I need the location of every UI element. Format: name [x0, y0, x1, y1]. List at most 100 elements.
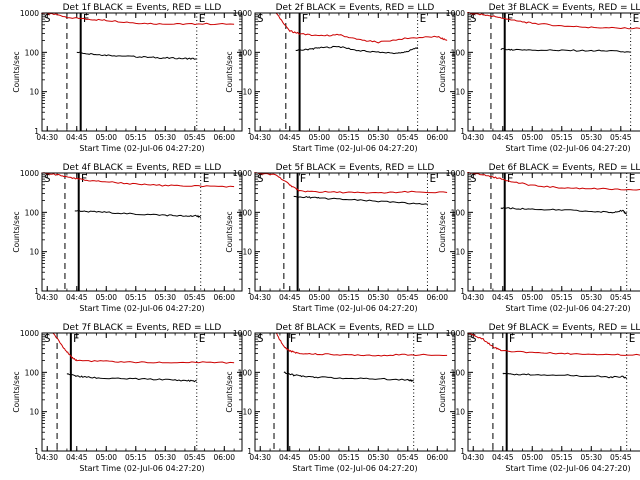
events-series-line [66, 373, 197, 383]
plot-frame [41, 332, 243, 452]
y-tick-label: 1 [34, 127, 39, 136]
marker-label: F [73, 332, 80, 345]
y-tick-label: 1 [247, 127, 252, 136]
panel-title: Det 1f BLACK = Events, RED = LLD [63, 3, 222, 13]
x-tick-label: 05:45 [610, 293, 632, 302]
x-tick-label: 04:45 [66, 133, 88, 142]
lld-series-line [467, 12, 640, 30]
marker-label: F [81, 172, 88, 185]
lld-series-line [52, 332, 235, 364]
x-tick-label: 05:15 [125, 453, 147, 462]
y-tick-label: 1000 [20, 9, 39, 18]
x-tick-label: 05:00 [521, 453, 543, 462]
detector-panel: Det 1f BLACK = Events, RED = LLD Counts/s… [12, 3, 243, 153]
x-tick-label: 05:45 [184, 453, 206, 462]
panel-title: Det 3f BLACK = Events, RED = LLD [489, 3, 640, 13]
x-tick-label: 04:45 [492, 293, 514, 302]
y-axis-label: Counts/sec [438, 211, 447, 252]
x-tick-label: 06:00 [213, 133, 235, 142]
marker-label: S [470, 332, 477, 345]
y-tick-label: 1 [247, 287, 252, 296]
y-axis-label: Counts/sec [12, 211, 21, 252]
x-tick-label: 05:45 [610, 133, 632, 142]
y-axis-label: Counts/sec [12, 51, 21, 92]
x-tick-label: 05:15 [338, 133, 360, 142]
marker-label: S [257, 12, 264, 25]
y-axis-label: Counts/sec [225, 371, 234, 412]
panel-title: Det 6f BLACK = Events, RED = LLD [489, 163, 640, 173]
y-tick-label: 1 [247, 447, 252, 456]
x-tick-label: 05:30 [367, 453, 389, 462]
marker-label: E [199, 12, 206, 25]
y-tick-label: 100 [25, 48, 40, 57]
plot-frame [254, 12, 456, 132]
y-tick-label: 1000 [233, 169, 252, 178]
marker-label: F [290, 332, 297, 345]
y-tick-label: 100 [451, 368, 466, 377]
marker-label: S [44, 12, 51, 25]
marker-label: E [633, 12, 640, 25]
detector-panel: Det 7f BLACK = Events, RED = LLD Counts/s… [12, 323, 243, 473]
marker-label: F [507, 172, 514, 185]
x-tick-label: 04:30 [462, 293, 484, 302]
y-tick-label: 10 [29, 408, 39, 417]
panel-title: Det 4f BLACK = Events, RED = LLD [63, 163, 222, 173]
x-axis-label: Start Time (02-Jul-06 04:27:20) [79, 304, 204, 313]
x-tick-label: 06:00 [426, 453, 448, 462]
panel-title: Det 7f BLACK = Events, RED = LLD [63, 323, 222, 333]
lld-series-line [41, 172, 235, 188]
x-tick-label: 05:15 [338, 453, 360, 462]
y-tick-label: 1000 [446, 329, 465, 338]
plot-frame [254, 172, 456, 292]
x-tick-label: 06:00 [213, 453, 235, 462]
x-tick-label: 05:30 [367, 293, 389, 302]
y-tick-label: 10 [455, 408, 465, 417]
x-tick-label: 05:30 [367, 133, 389, 142]
y-tick-label: 100 [238, 48, 253, 57]
x-tick-label: 05:15 [551, 133, 573, 142]
detector-panel: Det 4f BLACK = Events, RED = LLD Counts/s… [12, 163, 243, 313]
x-tick-label: 06:00 [213, 293, 235, 302]
events-series-line [76, 51, 197, 60]
x-tick-label: 05:15 [125, 133, 147, 142]
x-tick-label: 05:15 [338, 293, 360, 302]
lld-series-line [467, 172, 640, 191]
y-tick-label: 1000 [20, 329, 39, 338]
detector-panel: Det 6f BLACK = Events, RED = LLD Counts/s… [438, 163, 640, 313]
x-axis-label: Start Time (02-Jul-06 04:27:20) [79, 144, 204, 153]
x-tick-label: 05:00 [308, 453, 330, 462]
detector-panel: Det 5f BLACK = Events, RED = LLD Counts/s… [225, 163, 456, 313]
lld-series-line [275, 332, 448, 357]
x-axis-label: Start Time (02-Jul-06 04:27:20) [292, 464, 417, 473]
x-tick-label: 04:30 [36, 293, 58, 302]
lld-series-line [41, 12, 235, 26]
events-series-line [502, 372, 627, 379]
y-tick-label: 10 [455, 248, 465, 257]
x-tick-label: 05:45 [610, 453, 632, 462]
y-tick-label: 100 [451, 208, 466, 217]
y-tick-label: 100 [238, 208, 253, 217]
x-tick-label: 05:45 [397, 133, 419, 142]
x-tick-label: 04:45 [492, 453, 514, 462]
x-tick-label: 05:15 [125, 293, 147, 302]
marker-label: S [470, 172, 477, 185]
x-tick-label: 05:30 [580, 453, 602, 462]
events-series-line [500, 48, 631, 53]
lld-series-line [254, 172, 448, 194]
marker-label: F [302, 12, 309, 25]
marker-label: F [507, 12, 514, 25]
y-tick-label: 100 [451, 48, 466, 57]
detector-panel: Det 9f BLACK = Events, RED = LLD Counts/s… [438, 323, 640, 473]
marker-label: F [509, 332, 516, 345]
x-tick-label: 05:00 [521, 293, 543, 302]
panel-title: Det 8f BLACK = Events, RED = LLD [276, 323, 435, 333]
y-tick-label: 1000 [233, 9, 252, 18]
y-axis-label: Counts/sec [438, 371, 447, 412]
marker-label: E [429, 172, 436, 185]
x-tick-label: 05:45 [184, 133, 206, 142]
y-tick-label: 1000 [446, 169, 465, 178]
marker-label: E [203, 172, 210, 185]
x-tick-label: 05:15 [551, 453, 573, 462]
x-tick-label: 04:30 [462, 453, 484, 462]
x-axis-label: Start Time (02-Jul-06 04:27:20) [505, 464, 630, 473]
